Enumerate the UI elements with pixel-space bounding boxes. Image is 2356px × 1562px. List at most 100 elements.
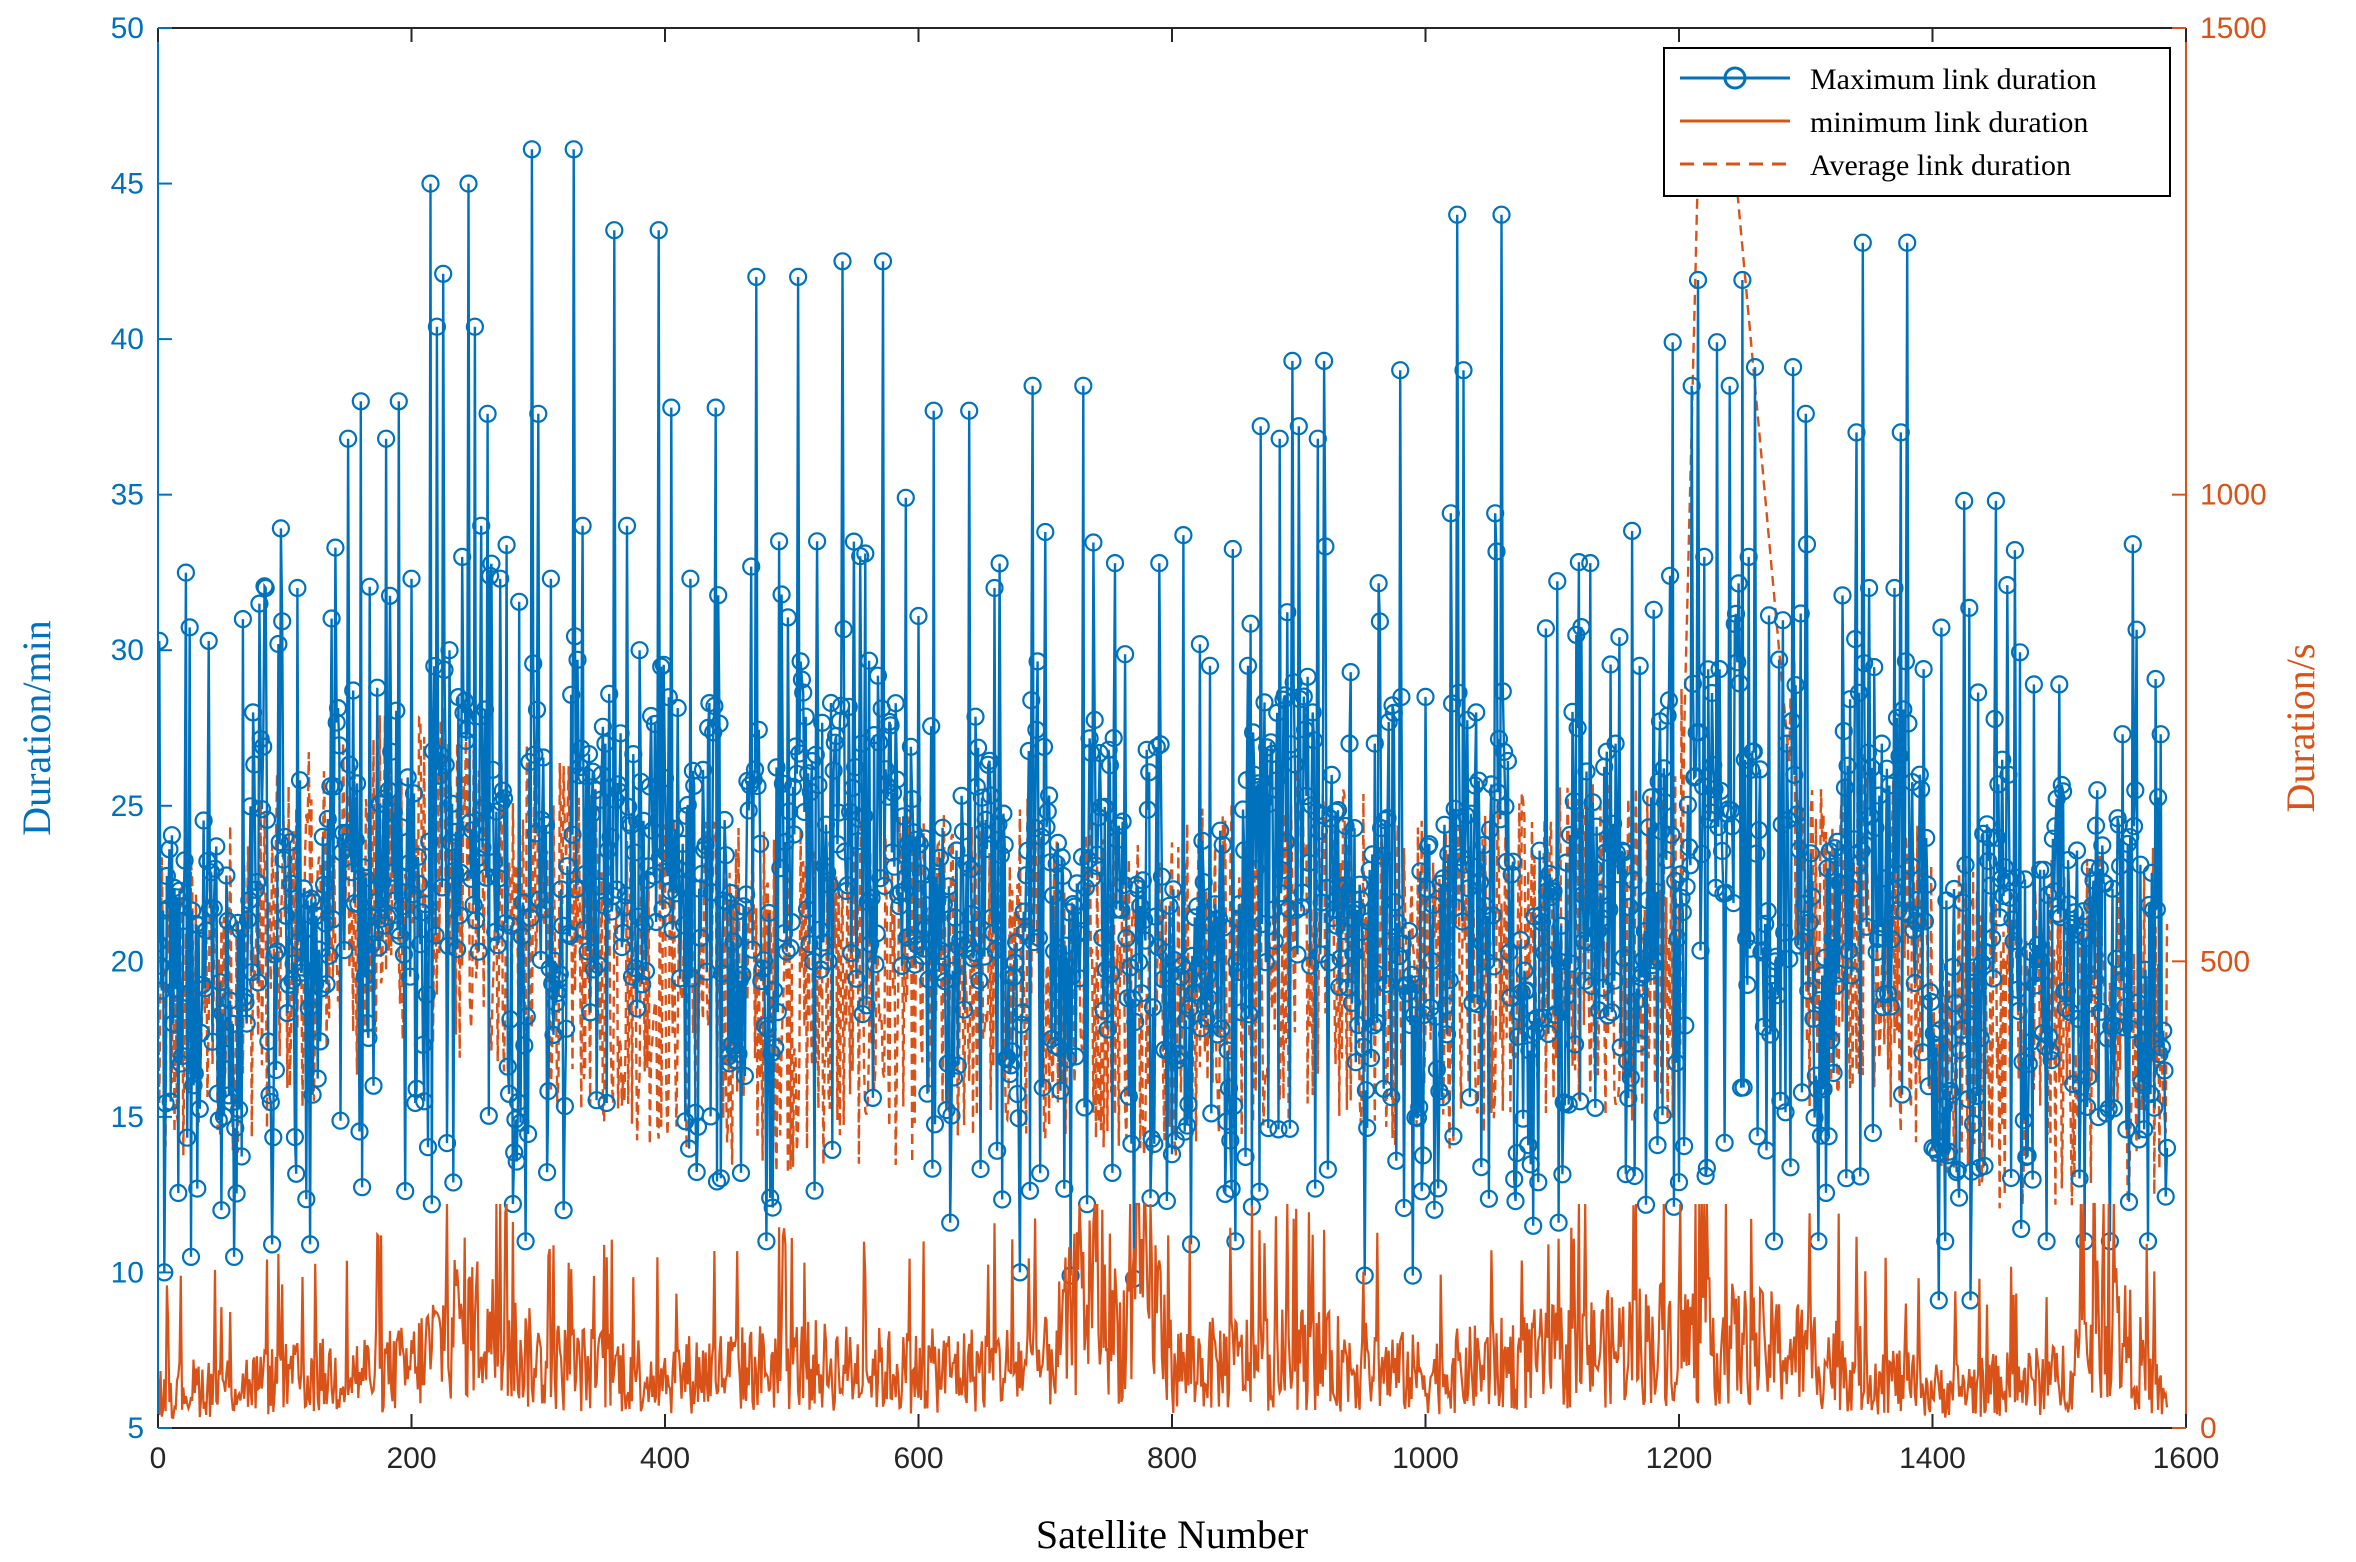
max-duration-point xyxy=(479,1106,498,1125)
max-duration-point xyxy=(1610,627,1629,647)
x-tick-label: 1400 xyxy=(1899,1442,1966,1475)
max-duration-point xyxy=(1905,973,1924,993)
max-duration-point xyxy=(581,1003,600,1022)
max-duration-point xyxy=(1262,744,1282,764)
max-duration-point xyxy=(852,734,871,753)
max-duration-point xyxy=(2112,971,2131,991)
max-duration-point xyxy=(1401,1015,1420,1035)
max-duration-point xyxy=(565,627,585,646)
max-duration-point xyxy=(170,881,189,900)
max-duration-point xyxy=(1524,1216,1543,1235)
max-duration-point xyxy=(489,869,509,888)
max-duration-point xyxy=(2070,1169,2089,1188)
max-duration-point xyxy=(1550,952,1570,971)
max-duration-point xyxy=(1006,933,1026,952)
max-duration-point xyxy=(2074,902,2093,921)
max-duration-point xyxy=(1494,742,1514,762)
max-duration-point xyxy=(1089,808,1108,827)
max-duration-point xyxy=(688,1117,708,1136)
max-duration-point xyxy=(263,1235,282,1254)
max-duration-point xyxy=(1058,1049,1078,1069)
max-duration-point xyxy=(749,720,768,739)
max-duration-point xyxy=(260,1085,279,1105)
max-duration-point xyxy=(896,488,915,507)
max-duration-point xyxy=(1963,1114,1983,1133)
max-duration-point xyxy=(455,691,474,711)
max-duration-point xyxy=(382,742,401,761)
max-duration-point xyxy=(685,776,704,795)
max-duration-point xyxy=(1635,921,1654,941)
max-duration-point xyxy=(1614,948,1633,967)
x-tick-label: 1000 xyxy=(1392,1442,1459,1475)
max-duration-point xyxy=(473,838,492,857)
max-duration-point xyxy=(1057,958,1076,977)
max-duration-point xyxy=(1915,912,1935,931)
max-duration-point xyxy=(1140,763,1159,782)
max-duration-point xyxy=(674,916,694,935)
max-duration-point xyxy=(1758,901,1777,921)
max-duration-point xyxy=(1932,618,1951,637)
max-duration-point xyxy=(456,731,476,751)
max-duration-point xyxy=(2064,1074,2083,1094)
max-duration-point xyxy=(1027,720,1046,739)
max-duration-point xyxy=(844,532,864,551)
max-duration-point xyxy=(203,1032,222,1051)
max-duration-point xyxy=(180,618,199,637)
max-duration-point xyxy=(853,1004,872,1024)
max-duration-point xyxy=(254,737,273,756)
max-duration-point xyxy=(1806,1066,1826,1085)
max-duration-point xyxy=(1096,960,1116,979)
max-duration-point xyxy=(1811,1126,1831,1145)
max-duration-point xyxy=(1051,1081,1070,1100)
max-duration-point xyxy=(1098,1020,1117,1039)
max-duration-point xyxy=(788,267,808,286)
max-duration-point xyxy=(197,921,216,940)
max-duration-point xyxy=(2123,535,2142,554)
max-duration-point xyxy=(1003,1042,1022,1061)
max-duration-point xyxy=(707,1172,727,1191)
max-duration-point xyxy=(1579,896,1599,915)
max-duration-point xyxy=(539,1081,558,1101)
max-duration-point xyxy=(1629,1034,1648,1053)
max-duration-point xyxy=(2024,675,2044,694)
x-tick-label: 200 xyxy=(386,1442,436,1475)
max-duration-point xyxy=(1117,929,1136,948)
max-duration-point xyxy=(1802,887,1822,906)
max-duration-point xyxy=(2116,997,2135,1017)
max-duration-point xyxy=(1454,361,1473,380)
max-duration-point xyxy=(524,654,543,673)
max-duration-point xyxy=(1069,924,1088,943)
max-duration-point xyxy=(2037,1232,2056,1251)
max-duration-point xyxy=(1914,659,1933,679)
max-duration-point xyxy=(1867,942,1886,962)
max-duration-point xyxy=(458,720,477,739)
max-duration-point xyxy=(1012,1015,1031,1034)
max-duration-point xyxy=(906,830,926,849)
max-duration-point xyxy=(364,1076,383,1095)
max-duration-point xyxy=(1408,1108,1428,1127)
max-duration-point xyxy=(627,999,647,1018)
max-duration-point xyxy=(1086,856,1106,875)
max-duration-point xyxy=(767,758,786,777)
max-duration-point xyxy=(1773,611,1793,630)
max-duration-point xyxy=(1953,893,1973,912)
max-duration-point xyxy=(1280,1119,1300,1138)
max-duration-point xyxy=(318,809,337,829)
max-duration-point xyxy=(1243,723,1263,742)
x-tick-label: 800 xyxy=(1147,1442,1197,1475)
legend-label-avg: Average link duration xyxy=(1810,149,2071,182)
max-duration-point xyxy=(2032,962,2051,981)
max-duration-point xyxy=(468,848,487,868)
max-duration-point xyxy=(937,1100,956,1120)
max-duration-point xyxy=(584,960,604,979)
max-duration-point xyxy=(1929,1291,1948,1310)
max-duration-point xyxy=(1464,857,1483,876)
max-duration-point xyxy=(1756,914,1775,934)
max-duration-point xyxy=(1249,774,1268,793)
max-duration-point xyxy=(2000,888,2019,907)
max-duration-point xyxy=(966,707,985,726)
max-duration-point xyxy=(1289,417,1308,436)
max-duration-point xyxy=(1778,810,1798,830)
max-duration-point xyxy=(962,904,981,924)
max-duration-point xyxy=(293,958,312,977)
